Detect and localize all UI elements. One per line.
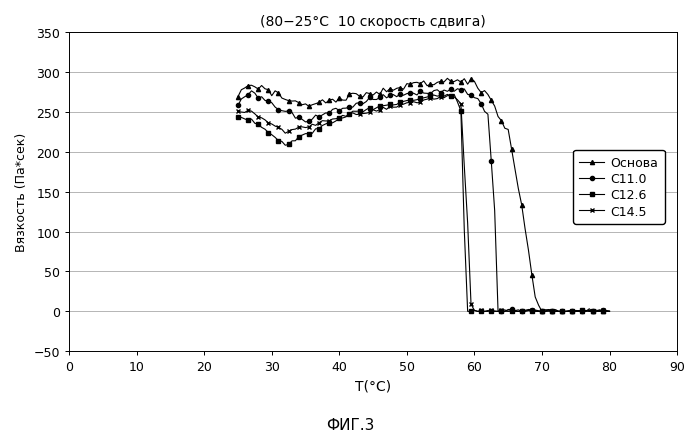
C11.0 [406, 92, 414, 97]
Основа [372, 90, 381, 95]
C11.0 [372, 98, 381, 103]
C14.5 [328, 117, 337, 122]
C11.0 [318, 113, 327, 118]
C14.5 [318, 119, 327, 124]
Основа [454, 78, 462, 83]
Основа [328, 97, 337, 102]
C11.0 [598, 307, 607, 312]
C12.6 [234, 115, 242, 120]
C12.6 [328, 121, 337, 126]
Text: ФИГ.3: ФИГ.3 [326, 417, 374, 432]
C11.0 [497, 309, 505, 314]
Основа [234, 95, 242, 100]
C12.6 [406, 98, 414, 103]
Line: C12.6: C12.6 [236, 93, 612, 314]
Основа [443, 76, 452, 82]
C12.6 [606, 309, 614, 314]
C12.6 [598, 309, 607, 314]
Line: C14.5: C14.5 [236, 94, 612, 314]
C11.0 [234, 104, 242, 109]
C14.5 [598, 308, 607, 313]
C14.5 [474, 309, 482, 314]
C14.5 [372, 109, 381, 115]
Line: Основа: Основа [236, 77, 612, 314]
C14.5 [443, 94, 452, 99]
C11.0 [450, 89, 459, 95]
Основа [538, 309, 546, 314]
C12.6 [450, 92, 459, 98]
C14.5 [406, 101, 414, 106]
C12.6 [372, 106, 381, 111]
C14.5 [454, 98, 462, 103]
C14.5 [606, 309, 614, 314]
C12.6 [454, 100, 462, 105]
Основа [406, 82, 414, 88]
C12.6 [318, 124, 327, 129]
Основа [318, 98, 327, 103]
Line: C11.0: C11.0 [236, 87, 612, 314]
C11.0 [606, 309, 614, 314]
Основа [606, 309, 614, 314]
C12.6 [467, 309, 475, 314]
Y-axis label: Вязкость (Па*сек): Вязкость (Па*сек) [15, 133, 28, 252]
Legend: Основа, C11.0, C12.6, C14.5: Основа, C11.0, C12.6, C14.5 [573, 151, 665, 224]
Title: (80−25°C  10 скорость сдвига): (80−25°C 10 скорость сдвига) [260, 15, 486, 29]
Основа [598, 309, 607, 314]
C11.0 [454, 87, 462, 92]
C11.0 [328, 108, 337, 113]
C14.5 [234, 109, 242, 115]
X-axis label: T(°C): T(°C) [355, 379, 391, 393]
